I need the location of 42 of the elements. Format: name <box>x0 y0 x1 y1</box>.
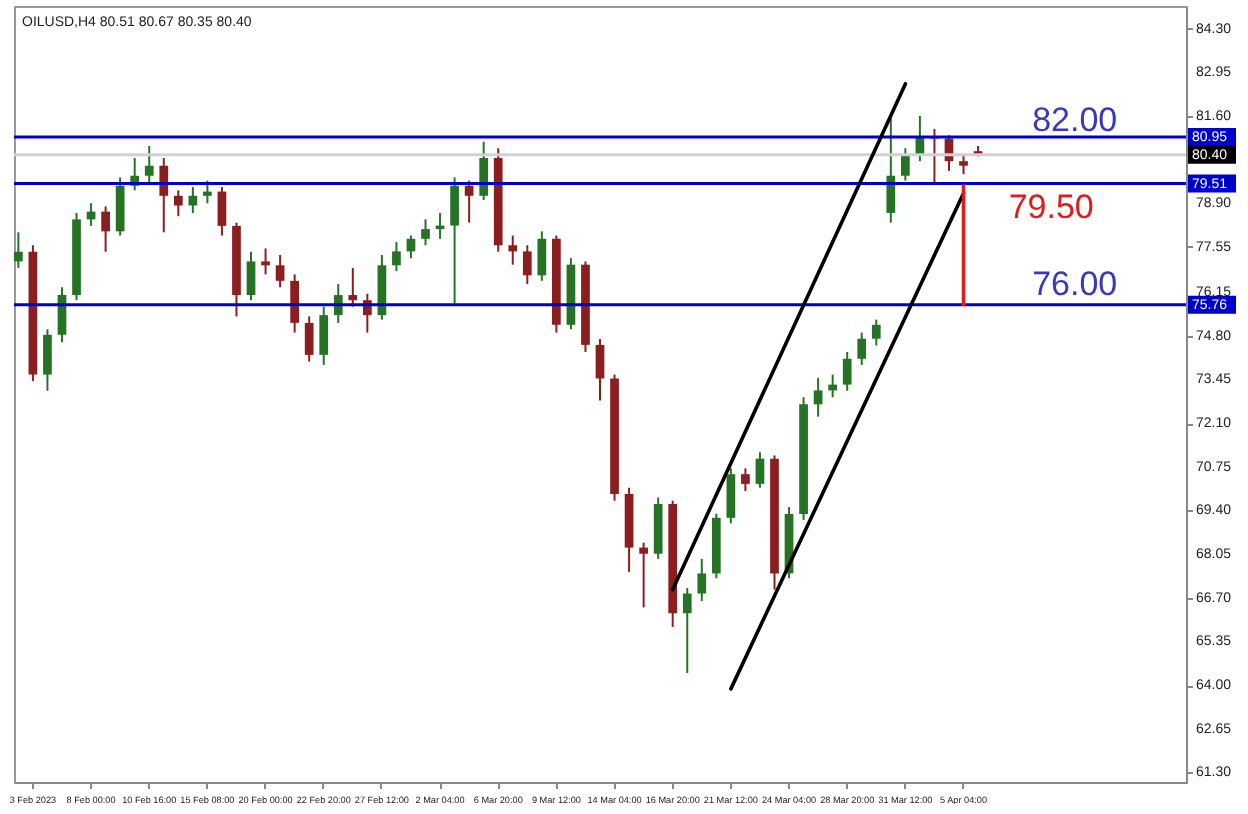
candlestick <box>319 305 329 366</box>
candlestick <box>886 114 896 224</box>
candlestick <box>348 266 358 308</box>
candlestick <box>304 315 314 363</box>
annotation: 76.00 <box>1032 265 1118 304</box>
candlestick <box>464 179 474 224</box>
candlestick <box>537 230 547 282</box>
candlestick <box>159 156 169 234</box>
candlestick <box>203 179 212 205</box>
candlestick <box>144 145 154 185</box>
candlestick <box>261 247 270 276</box>
candlestick <box>522 244 532 286</box>
candlestick <box>682 587 692 675</box>
candlestick <box>14 231 23 269</box>
candlestick <box>697 557 707 602</box>
candlestick <box>959 153 968 176</box>
candlestick <box>741 467 750 492</box>
annotation: 79.50 <box>1008 187 1094 226</box>
candlestick <box>290 273 299 334</box>
candlestick <box>857 331 867 366</box>
candlestick <box>871 318 881 347</box>
candlestick <box>43 328 52 392</box>
candlestick <box>901 147 910 182</box>
candlestick <box>246 250 256 302</box>
candlestick <box>479 140 489 201</box>
candlestick <box>101 205 110 253</box>
candlestick <box>275 253 285 289</box>
candlestick <box>188 186 198 214</box>
candlestick <box>508 234 518 266</box>
candlestick <box>173 189 183 218</box>
candlestick <box>421 218 430 247</box>
candlestick <box>813 376 823 418</box>
candlestick <box>392 241 401 273</box>
candlestick <box>639 541 648 609</box>
candlestick <box>842 350 852 392</box>
candlestick <box>755 451 765 489</box>
candlestick <box>115 176 125 237</box>
candlestick <box>595 338 605 402</box>
annotation: 82.00 <box>1032 100 1118 139</box>
candlestick <box>217 186 227 237</box>
candlestick <box>726 467 736 525</box>
candlestick <box>450 176 459 305</box>
